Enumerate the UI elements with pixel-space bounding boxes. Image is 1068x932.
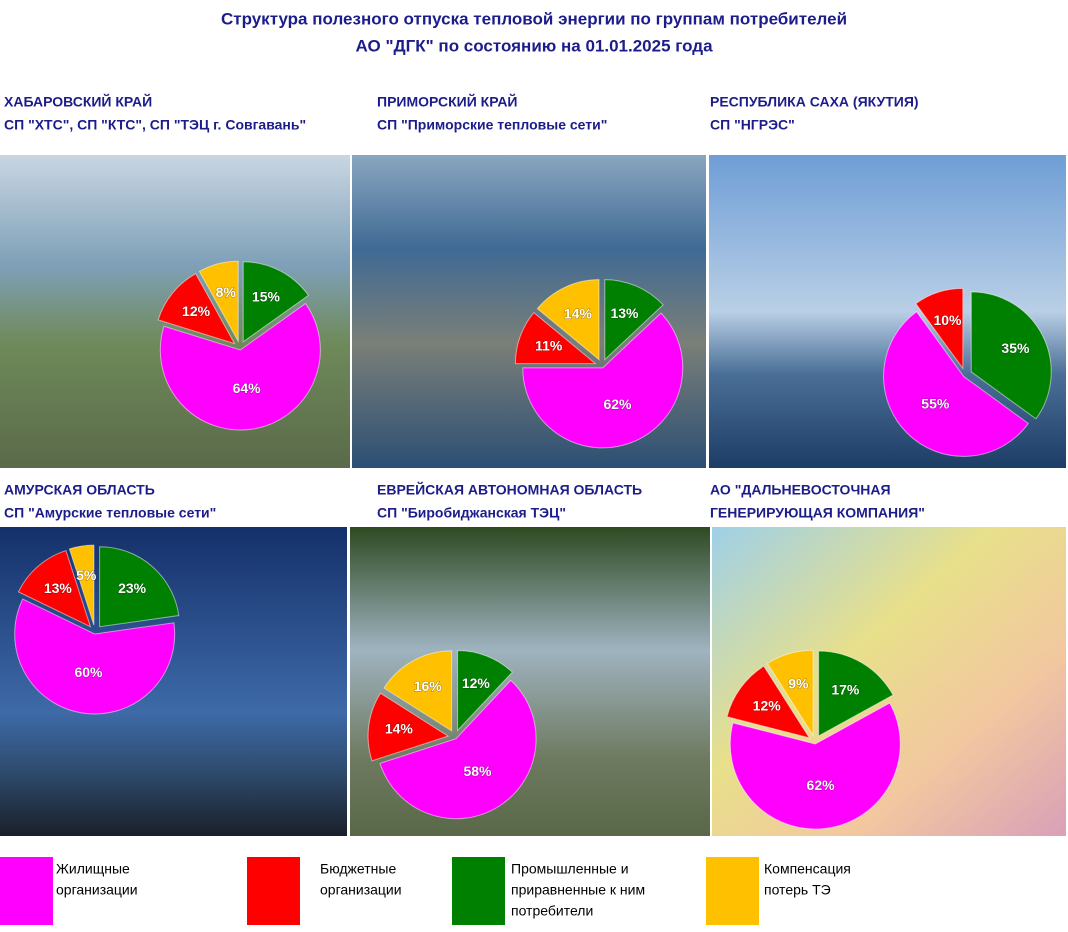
value-label: 60%: [74, 664, 103, 680]
value-label: 12%: [462, 675, 491, 691]
pie-slice: [157, 272, 236, 345]
pie-slice: [379, 679, 537, 820]
pie-slice: [159, 302, 321, 431]
value-label: 12%: [182, 303, 211, 319]
pie-slice: [818, 650, 894, 737]
pie-slice: [604, 279, 664, 361]
value-label: 5%: [76, 567, 97, 583]
value-label: 16%: [414, 678, 443, 694]
value-label: 58%: [463, 763, 492, 779]
pie-slice: [883, 310, 1030, 457]
value-label: 8%: [216, 284, 237, 300]
value-label: 35%: [1001, 340, 1030, 356]
panel-title: ПРИМОРСКИЙ КРАЙ: [377, 93, 518, 110]
pie-slice: [367, 692, 450, 762]
pie-slice: [970, 291, 1052, 420]
panel-title: СП "НГРЭС": [710, 117, 795, 133]
value-label: 12%: [753, 698, 782, 714]
panel-title: РЕСПУБЛИКА САХА (ЯКУТИЯ): [710, 94, 919, 110]
panel-title: СП "Биробиджанская ТЭЦ": [377, 505, 566, 521]
pie-slice: [522, 312, 684, 449]
legend-swatch: [247, 857, 300, 925]
title: АО "ДГК" по состоянию на 01.01.2025 года: [355, 36, 713, 55]
title: Структура полезного отпуска тепловой эне…: [221, 9, 847, 28]
pie-slice: [457, 649, 514, 732]
value-label: 13%: [44, 580, 73, 596]
value-label: 62%: [807, 777, 836, 793]
legend-label: потребители: [511, 903, 593, 919]
panel-title: АО "ДАЛЬНЕВОСТОЧНАЯ: [710, 482, 891, 498]
value-label: 17%: [831, 681, 860, 697]
legend-label: организации: [320, 882, 402, 898]
pie-slice: [17, 549, 92, 628]
value-label: 11%: [535, 338, 563, 354]
pie-slice: [198, 260, 239, 344]
value-label: 64%: [233, 380, 262, 396]
pie-slice: [14, 598, 176, 715]
pie-slice: [726, 665, 811, 739]
legend-label: Компенсация: [764, 861, 851, 877]
panel-title: ГЕНЕРИРУЮЩАЯ КОМПАНИЯ": [710, 505, 925, 521]
value-label: 15%: [252, 288, 281, 304]
panel-title: СП "Приморские тепловые сети": [377, 117, 607, 133]
pie-slice: [536, 279, 600, 361]
value-label: 14%: [385, 721, 414, 737]
pie-slice: [514, 311, 597, 365]
legend-swatch: [0, 857, 53, 925]
value-label: 14%: [564, 305, 593, 321]
value-label: 13%: [610, 305, 639, 321]
value-label: 55%: [921, 395, 950, 411]
value-label: 62%: [603, 396, 632, 412]
legend-swatch: [706, 857, 759, 925]
legend-label: организации: [56, 882, 138, 898]
panel-title: АМУРСКАЯ ОБЛАСТЬ: [4, 482, 155, 498]
value-label: 10%: [933, 312, 962, 328]
panel-title: ЕВРЕЙСКАЯ АВТОНОМНАЯ ОБЛАСТЬ: [377, 481, 642, 498]
value-label: 9%: [788, 675, 809, 691]
legend-swatch: [452, 857, 505, 925]
value-label: 23%: [118, 580, 147, 596]
pie-slice: [915, 287, 964, 370]
pie-slice: [383, 650, 453, 732]
pie-slice: [242, 261, 310, 343]
panel-title: СП "ХТС", СП "КТС", СП "ТЭЦ г. Совгавань…: [4, 117, 306, 133]
panel-title: ХАБАРОВСКИЙ КРАЙ: [4, 93, 152, 110]
pie-slice: [729, 702, 901, 830]
pie-slice: [68, 544, 95, 626]
legend-label: Бюджетные: [320, 861, 396, 877]
pie-slice: [766, 649, 814, 737]
legend-label: Промышленные и: [511, 861, 629, 877]
pie-slice: [99, 546, 180, 628]
legend-label: потерь ТЭ: [764, 882, 831, 898]
panel-title: СП "Амурские тепловые сети": [4, 505, 216, 521]
legend-label: приравненные к ним: [511, 882, 645, 898]
legend-label: Жилищные: [56, 861, 130, 877]
